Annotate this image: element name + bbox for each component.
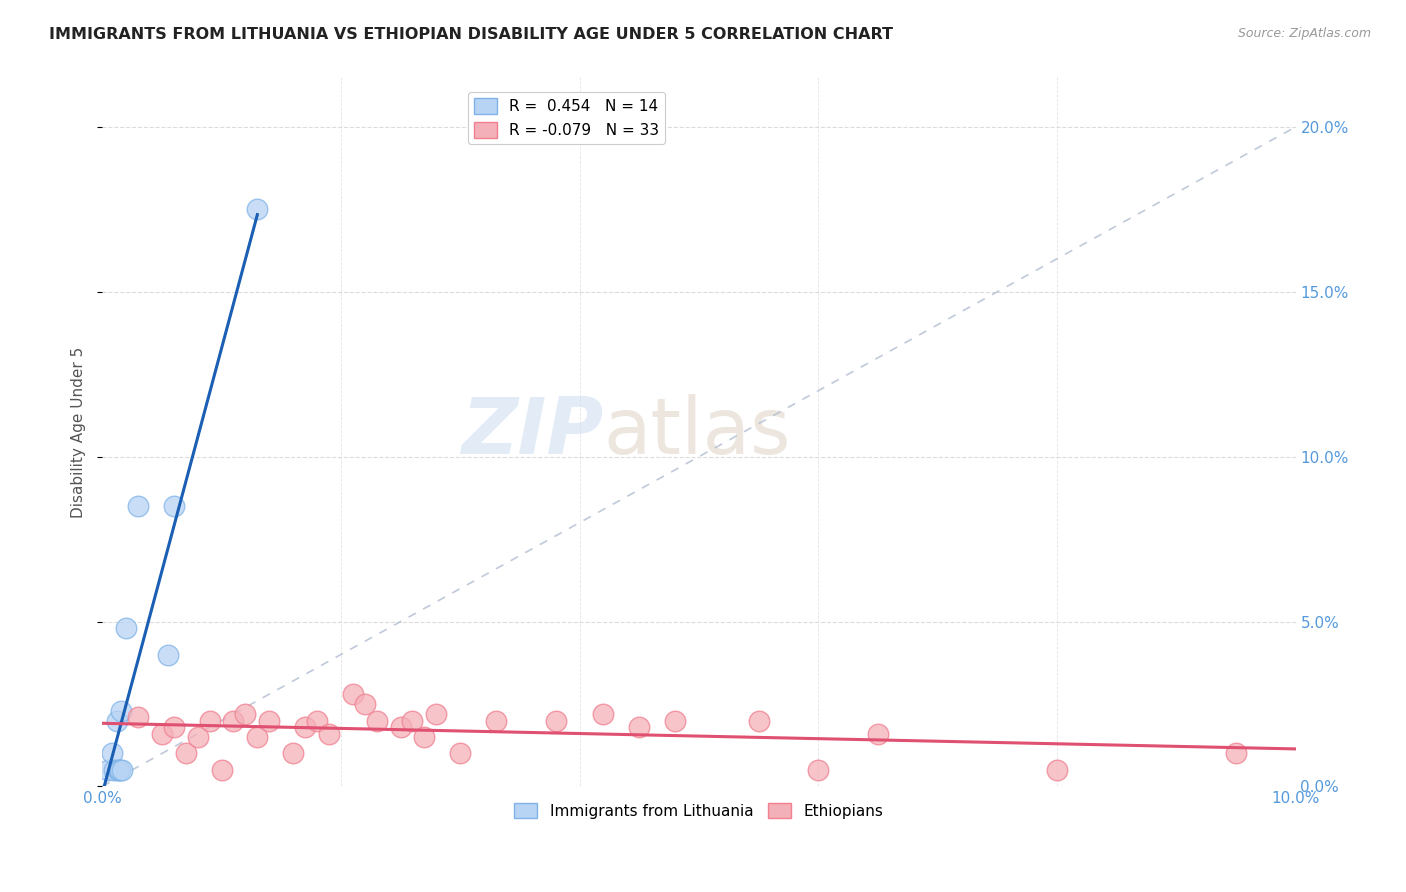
Point: [1046, 763, 1069, 777]
Point: [156, 648, 179, 662]
Point: [198, 714, 221, 728]
Point: [127, 710, 149, 724]
Point: [115, 621, 138, 635]
Point: [318, 727, 340, 741]
Point: [187, 730, 209, 744]
Point: [449, 747, 471, 761]
Text: IMMIGRANTS FROM LITHUANIA VS ETHIOPIAN DISABILITY AGE UNDER 5 CORRELATION CHART: IMMIGRANTS FROM LITHUANIA VS ETHIOPIAN D…: [49, 27, 893, 42]
Point: [294, 720, 316, 734]
Legend: Immigrants from Lithuania, Ethiopians: Immigrants from Lithuania, Ethiopians: [508, 797, 890, 825]
Text: Source: ZipAtlas.com: Source: ZipAtlas.com: [1237, 27, 1371, 40]
Point: [342, 687, 364, 701]
Point: [592, 706, 614, 721]
Point: [108, 763, 131, 777]
Text: ZIP: ZIP: [461, 394, 603, 470]
Point: [425, 706, 447, 721]
Point: [305, 714, 328, 728]
Point: [105, 714, 128, 728]
Point: [103, 763, 125, 777]
Point: [544, 714, 567, 728]
Point: [246, 202, 269, 217]
Point: [807, 763, 830, 777]
Point: [174, 747, 197, 761]
Point: [401, 714, 423, 728]
Point: [150, 727, 173, 741]
Point: [664, 714, 686, 728]
Point: [246, 730, 269, 744]
Point: [413, 730, 436, 744]
Point: [110, 704, 132, 718]
Point: [108, 763, 131, 777]
Point: [748, 714, 770, 728]
Point: [283, 747, 305, 761]
Point: [366, 714, 388, 728]
Point: [866, 727, 889, 741]
Point: [163, 720, 186, 734]
Point: [97, 763, 120, 777]
Point: [485, 714, 508, 728]
Point: [259, 714, 281, 728]
Point: [107, 763, 129, 777]
Point: [628, 720, 651, 734]
Point: [111, 763, 134, 777]
Point: [389, 720, 412, 734]
Point: [100, 747, 122, 761]
Point: [222, 714, 245, 728]
Point: [127, 499, 149, 513]
Point: [353, 697, 375, 711]
Point: [163, 499, 186, 513]
Text: atlas: atlas: [603, 394, 792, 470]
Point: [211, 763, 233, 777]
Point: [1225, 747, 1247, 761]
Point: [235, 706, 257, 721]
Y-axis label: Disability Age Under 5: Disability Age Under 5: [72, 346, 86, 517]
